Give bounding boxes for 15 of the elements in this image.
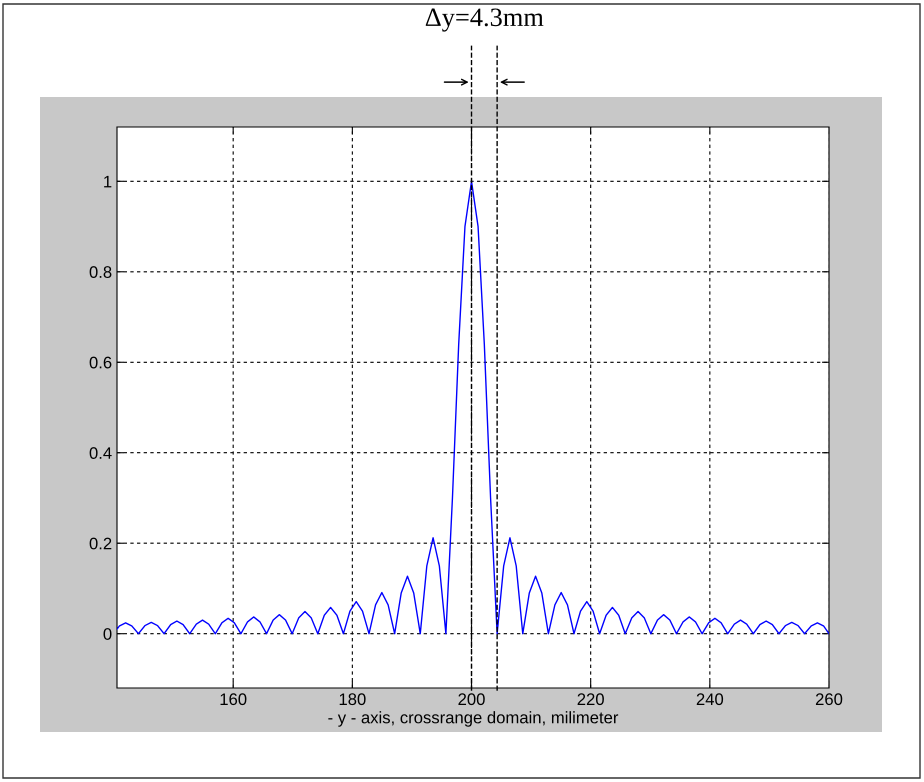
y-tick-label: 1 [104, 176, 112, 188]
x-tick-label: 160 [220, 693, 246, 706]
x-tick-label: 180 [340, 693, 366, 706]
x-tick-label: 240 [696, 693, 724, 706]
x-tick-label: 200 [458, 693, 485, 706]
y-tick-label: 0.8 [90, 266, 112, 278]
x-tick-label: 220 [578, 693, 604, 706]
text: Δy=4.3mm [426, 8, 544, 32]
y-tick-label: 0.6 [90, 356, 112, 368]
line-series [117, 180, 829, 634]
y-tick-label: 0.2 [90, 538, 112, 550]
x-tick-label: 260 [816, 693, 842, 706]
x-axis-title: - y - axis, crossrange domain, milimeter [328, 711, 618, 727]
y-tick-label: 0.4 [90, 447, 112, 459]
y-tick-label: 0 [104, 628, 112, 640]
